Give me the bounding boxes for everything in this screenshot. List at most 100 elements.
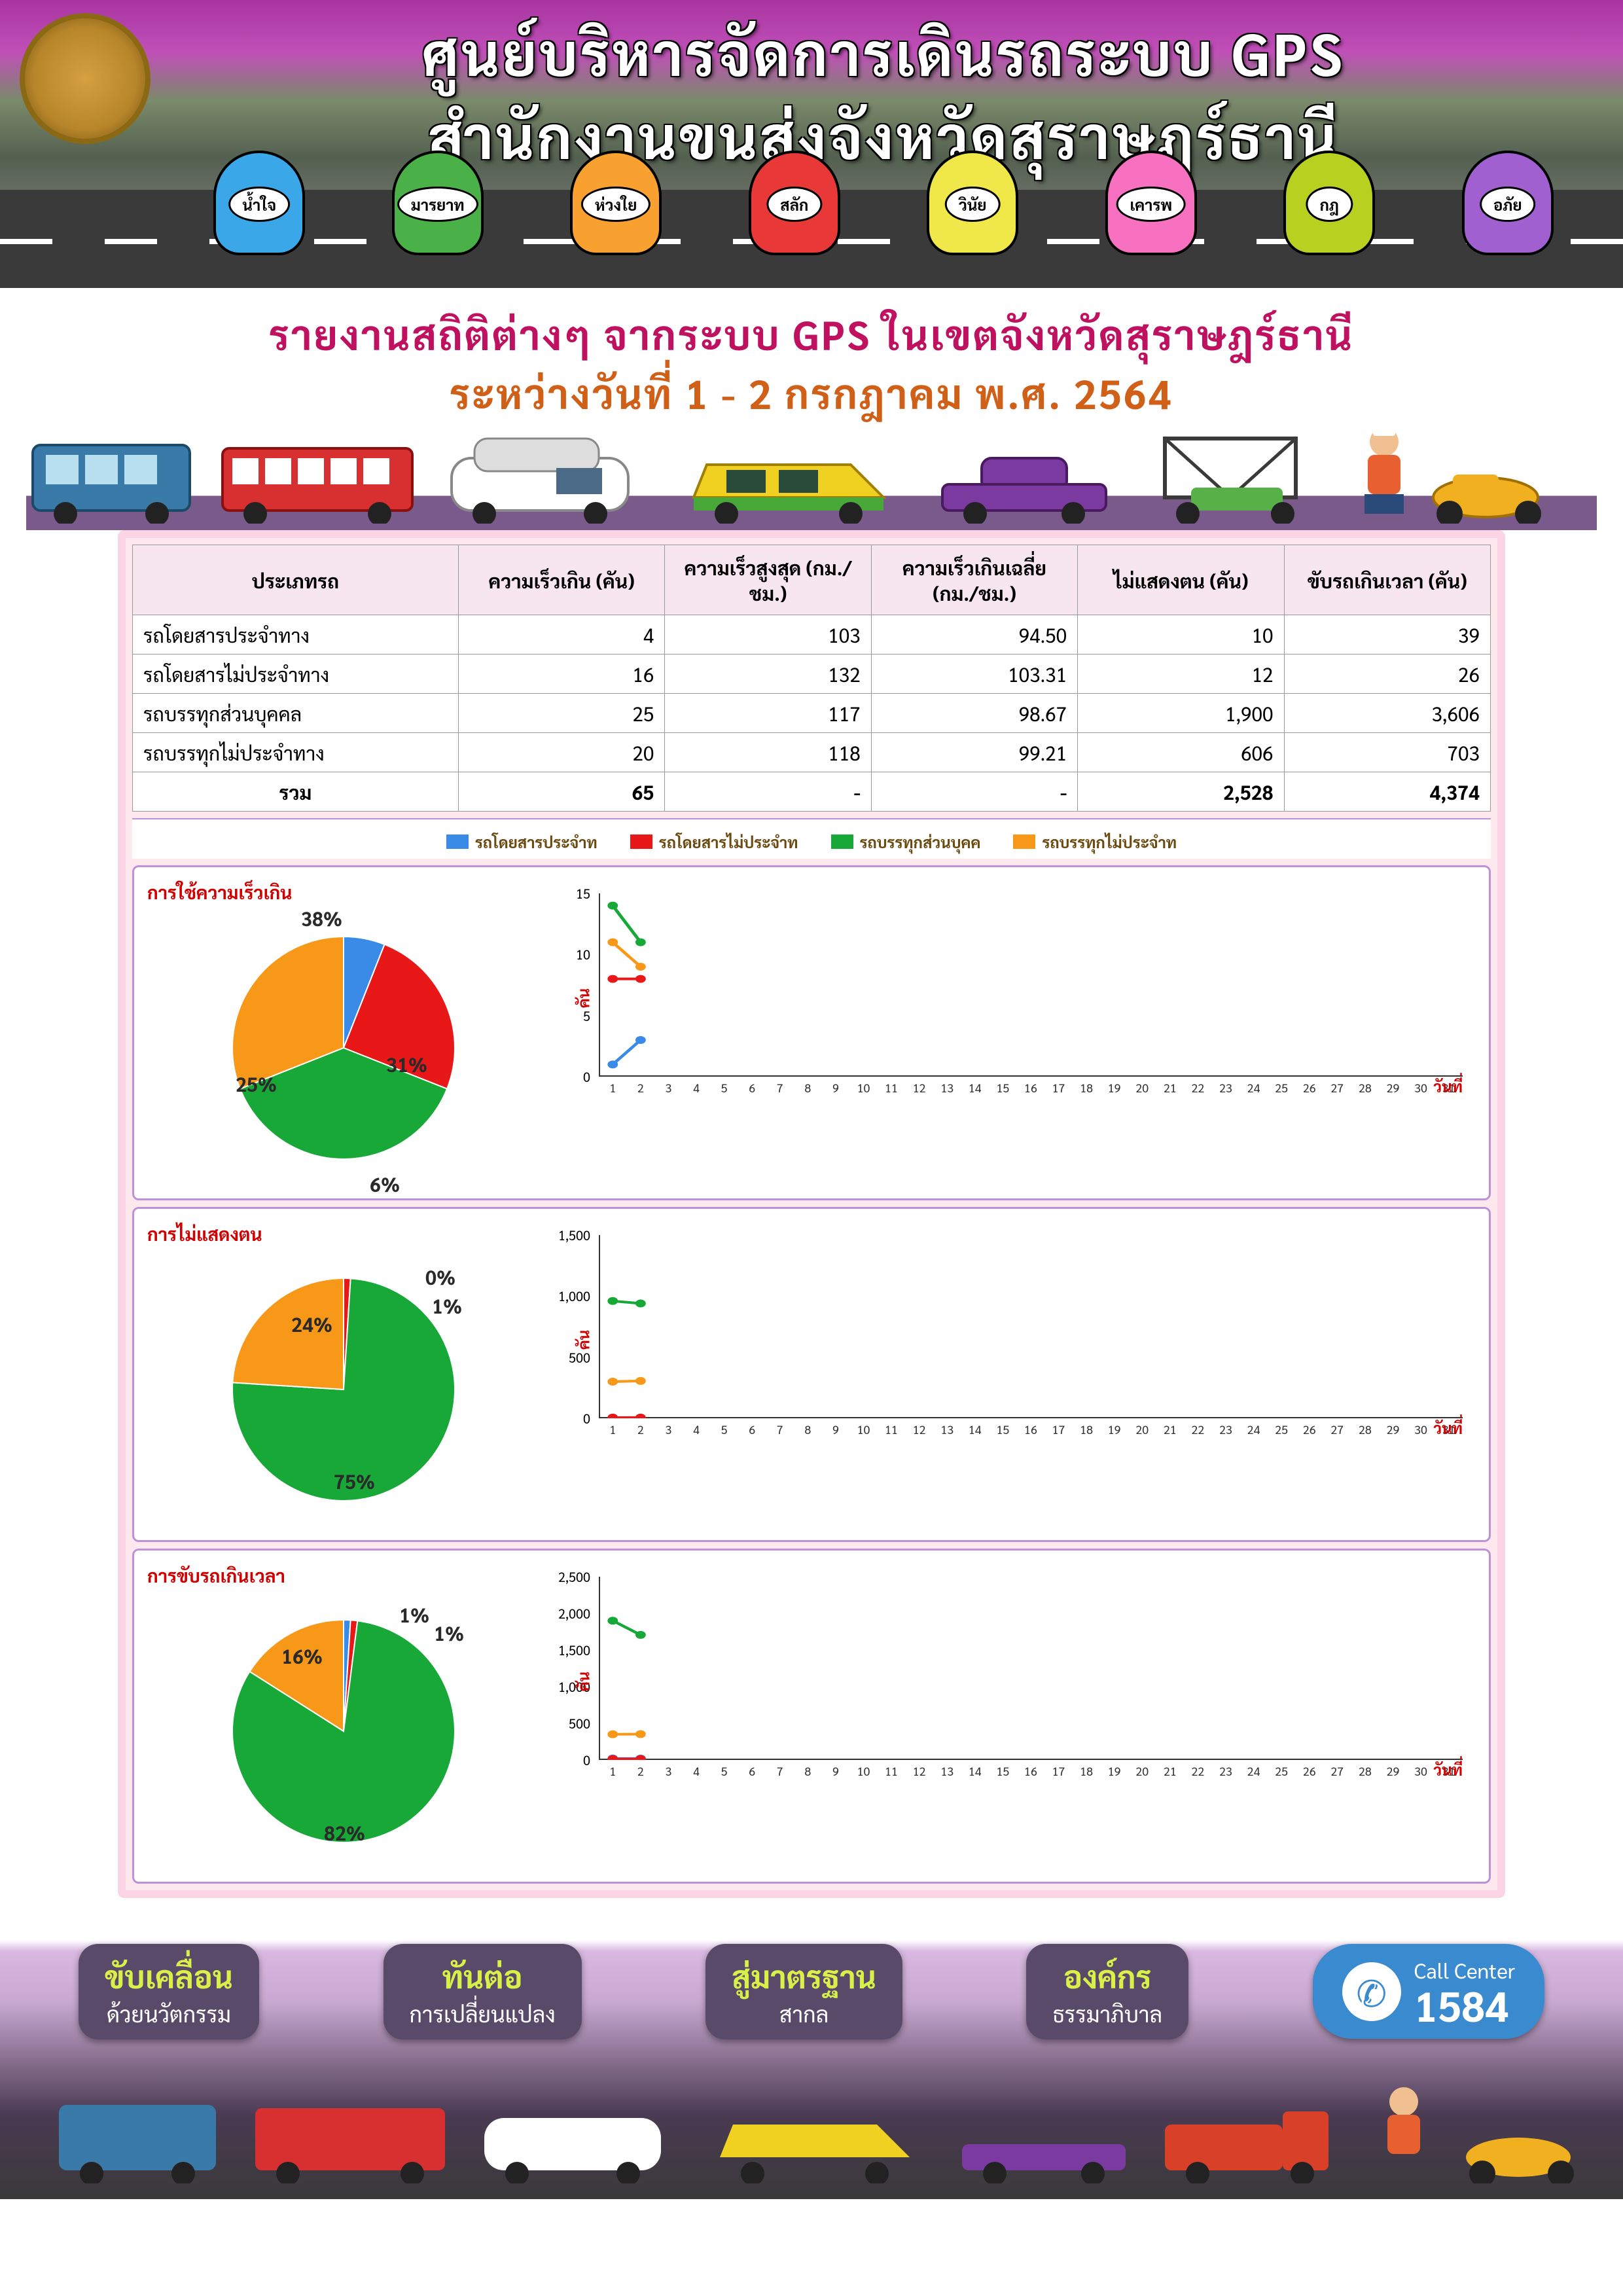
x-tick-label: 29	[1379, 1764, 1407, 1780]
stats-table: ประเภทรถความเร็วเกิน (คัน)ความเร็วสูงสุด…	[132, 545, 1491, 812]
chart-title: การไม่แสดงตน	[147, 1222, 540, 1246]
tag-subtitle: ด้วยนวัตกรรม	[105, 1999, 233, 2028]
x-tick-label: 7	[766, 1422, 794, 1438]
cell: รถโดยสารประจำทาง	[133, 615, 459, 655]
mascot-icon: น้ำใจ	[200, 151, 318, 281]
tag-subtitle: การเปลี่ยนแปลง	[410, 1999, 556, 2028]
cell: 1,900	[1078, 694, 1284, 733]
cell: 117	[665, 694, 871, 733]
cell: 103	[665, 615, 871, 655]
y-tick-label: 500	[569, 1715, 590, 1732]
table-row: รถโดยสารประจำทาง 4 103 94.50 10 39	[133, 615, 1491, 655]
x-tick-label: 1	[599, 1422, 627, 1438]
x-tick-label: 5	[710, 1081, 738, 1096]
pie-chart: 1%1%82%16%	[206, 1594, 481, 1869]
x-axis-label: วันที่	[1433, 1759, 1463, 1780]
chart-panel: การขับรถเกินเวลา1%1%82%16%05001,0001,500…	[132, 1549, 1491, 1884]
call-center-badge: ✆ Call Center 1584	[1313, 1944, 1544, 2039]
legend-swatch-icon	[446, 834, 469, 849]
y-tick-label: 500	[569, 1349, 590, 1366]
x-tick-label: 11	[878, 1764, 906, 1780]
pie-slice-label: 25%	[236, 1071, 277, 1096]
report-title: รายงานสถิติต่างๆ จากระบบ GPS ในเขตจังหวั…	[26, 308, 1597, 360]
mascot-label: ห่วงใย	[581, 187, 651, 222]
footer-banner: ขับเคลื่อน ด้วยนวัตกรรม ทันต่อ การเปลี่ยน…	[0, 1918, 1623, 2199]
x-tick-label: 3	[654, 1081, 683, 1096]
y-tick-label: 15	[576, 885, 590, 902]
pie-chart: 0%1%75%24%	[206, 1252, 481, 1527]
x-tick-label: 15	[989, 1422, 1017, 1438]
legend-item: รถบรรทุกไม่ประจำท	[1013, 831, 1177, 852]
x-tick-label: 7	[766, 1081, 794, 1096]
x-tick-label: 2	[627, 1422, 655, 1438]
x-tick-label: 22	[1184, 1764, 1212, 1780]
x-tick-label: 11	[878, 1422, 906, 1438]
mascots-row: น้ำใจ มารยาท ห่วงใย สลัก วินัย เคารพ กฎ …	[170, 151, 1597, 281]
cell: 12	[1078, 655, 1284, 694]
legend-swatch-icon	[831, 834, 853, 849]
mascot-label: มารยาท	[397, 187, 478, 222]
chart-title: การขับรถเกินเวลา	[147, 1564, 540, 1587]
cell: -	[665, 772, 871, 812]
x-tick-label: 19	[1100, 1081, 1128, 1096]
x-tick-label: 9	[822, 1422, 850, 1438]
pie-slice-label: 16%	[281, 1643, 323, 1668]
y-axis-label: คัน	[572, 1330, 593, 1350]
x-tick-label: 13	[933, 1081, 961, 1096]
chart-legend: รถโดยสารประจำท รถโดยสารไม่ประจำท รถบรรทุ…	[132, 818, 1491, 859]
legend-label: รถบรรทุกไม่ประจำท	[1042, 831, 1177, 852]
y-tick-label: 2,500	[558, 1568, 590, 1585]
cell: 4	[459, 615, 665, 655]
y-tick-label: 2,000	[558, 1605, 590, 1622]
line-chart: 05001,0001,50012345678910111213141516171…	[553, 1222, 1476, 1458]
x-tick-label: 15	[989, 1081, 1017, 1096]
cell: รถบรรทุกส่วนบุคคล	[133, 694, 459, 733]
table-row: รถบรรทุกไม่ประจำทาง 20 118 99.21 606 703	[133, 733, 1491, 772]
cell: 2,528	[1078, 772, 1284, 812]
x-tick-label: 17	[1044, 1422, 1073, 1438]
x-tick-label: 8	[794, 1081, 822, 1096]
x-tick-label: 6	[738, 1081, 766, 1096]
report-subtitle: ระหว่างวันที่ 1 - 2 กรกฎาคม พ.ศ. 2564	[26, 367, 1597, 419]
x-tick-label: 19	[1100, 1422, 1128, 1438]
table-header-cell: ประเภทรถ	[133, 545, 459, 615]
table-row: รถโดยสารไม่ประจำทาง 16 132 103.31 12 26	[133, 655, 1491, 694]
y-axis-label: คัน	[572, 1672, 593, 1692]
pie-slice-label: 31%	[386, 1051, 427, 1077]
y-tick-label: 5	[583, 1007, 590, 1024]
x-tick-label: 24	[1240, 1422, 1268, 1438]
tag-subtitle: ธรรมาภิบาล	[1052, 1999, 1162, 2028]
x-tick-label: 22	[1184, 1081, 1212, 1096]
x-tick-label: 6	[738, 1764, 766, 1780]
mascot-icon: วินัย	[914, 151, 1031, 281]
y-tick-label: 0	[583, 1068, 590, 1085]
vehicles-illustration	[26, 432, 1597, 530]
tag-title: องค์กร	[1052, 1956, 1162, 1996]
cell: รวม	[133, 772, 459, 812]
mascot-label: น้ำใจ	[228, 187, 290, 222]
cell: -	[871, 772, 1077, 812]
pie-slice-label: 1%	[399, 1602, 429, 1627]
pie-slice-label: 38%	[301, 905, 342, 931]
pie-slice-label: 75%	[334, 1468, 375, 1494]
x-tick-label: 18	[1073, 1764, 1101, 1780]
x-tick-label: 26	[1295, 1422, 1323, 1438]
table-header-cell: ความเร็วสูงสุด (กม./ชม.)	[665, 545, 871, 615]
x-tick-label: 8	[794, 1764, 822, 1780]
x-axis-label: วันที่	[1433, 1075, 1463, 1096]
tag-title: ทันต่อ	[410, 1956, 556, 1996]
x-tick-label: 21	[1156, 1081, 1185, 1096]
x-tick-label: 9	[822, 1764, 850, 1780]
x-tick-label: 7	[766, 1764, 794, 1780]
mascot-label: เคารพ	[1116, 187, 1186, 222]
x-tick-label: 23	[1212, 1422, 1240, 1438]
x-tick-label: 12	[905, 1422, 933, 1438]
mascot-icon: มารยาท	[379, 151, 497, 281]
x-tick-label: 30	[1407, 1764, 1435, 1780]
mascot-label: กฎ	[1306, 187, 1353, 222]
mascot-label: อภัย	[1480, 187, 1536, 222]
footer-tag: ขับเคลื่อน ด้วยนวัตกรรม	[79, 1944, 259, 2039]
x-tick-label: 10	[849, 1081, 878, 1096]
y-tick-label: 1,000	[558, 1287, 590, 1304]
y-tick-label: 1,500	[558, 1227, 590, 1244]
